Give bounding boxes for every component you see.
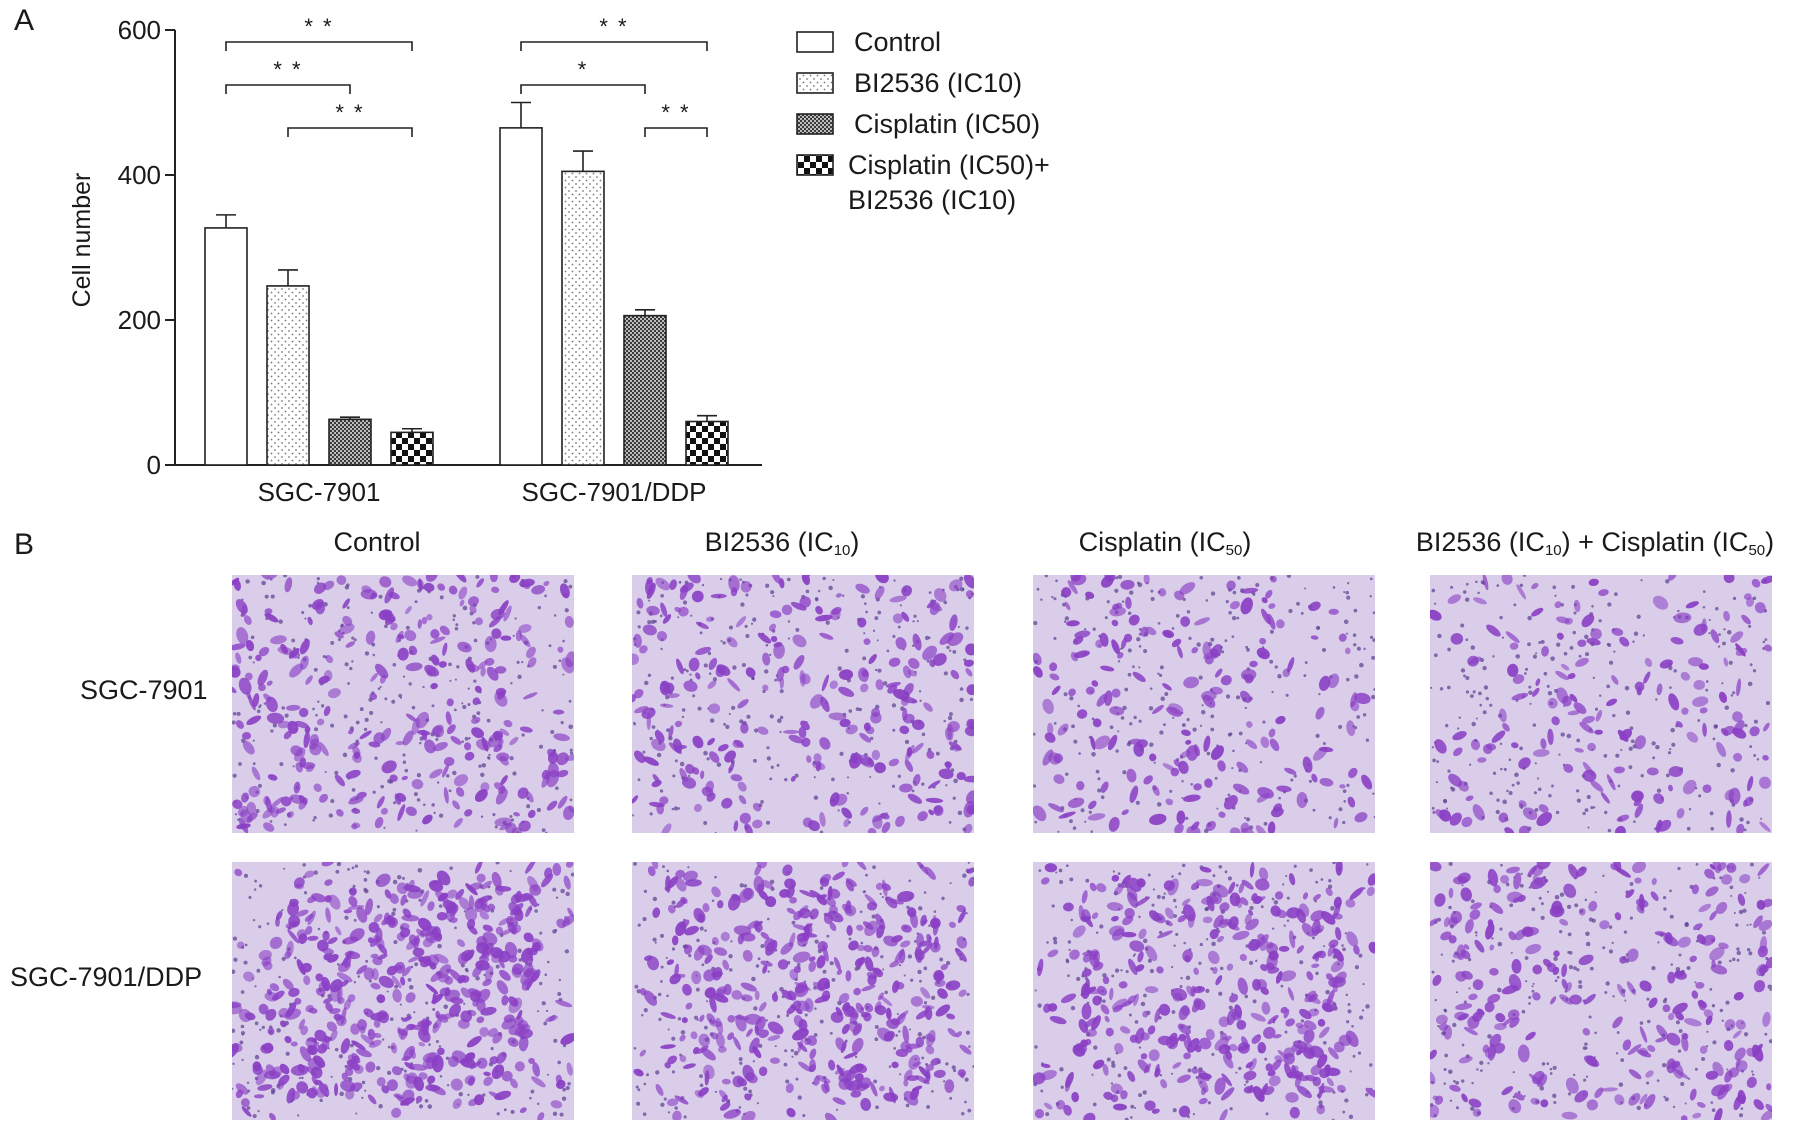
row-label-0: SGC-7901 [80,675,208,705]
y-tick-label: 200 [118,305,161,335]
bar-0-1 [266,285,310,466]
bar-0-2 [328,418,372,466]
column-title-part: 10 [833,542,851,559]
significance-label: * * [335,100,364,125]
legend-swatch-0 [796,31,834,53]
significance-label: * * [599,14,628,39]
legend-entry-2: Cisplatin (IC50) [854,109,1040,139]
micrograph-0-0 [232,575,574,833]
micrograph-image [632,575,974,833]
column-title-part: ) [1765,527,1775,557]
micrograph-image [232,862,574,1120]
category-label: SGC-7901 [258,477,381,507]
legend-entry-3: Cisplatin (IC50)+ BI2536 (IC10) [848,150,1050,215]
significance-bracket [520,84,646,94]
bar-1-1 [561,170,605,466]
micrograph-0-1 [632,575,974,833]
legend-entry-1: BI2536 (IC10) [854,68,1022,98]
legend-swatch-3 [796,154,834,176]
significance-label: * [578,57,589,82]
bar-0-0 [204,227,248,466]
micrograph-0-2 [1033,575,1375,833]
significance-bracket [520,41,708,51]
column-title-part: ) + Cisplatin (IC [1561,527,1749,557]
y-tick-label: 0 [147,450,161,480]
significance-bracket [225,41,413,51]
panel-b-letter: B [14,528,35,561]
panel-a-letter: A [14,4,35,37]
bar-0-3 [390,431,434,466]
y-tick-label: 600 [118,15,161,45]
significance-bracket [287,127,413,137]
y-axis-label: Cell number [68,173,96,308]
column-title-part: 10 [1544,542,1562,559]
significance-bracket [225,84,351,94]
column-title-0: Control [147,527,607,558]
column-title-2: Cisplatin (IC50) [935,527,1395,559]
category-label: SGC-7901/DDP [522,477,707,507]
significance-label: * * [304,14,333,39]
significance-label: * * [661,100,690,125]
column-title-part: Control [333,527,421,557]
micrograph-image [1033,862,1375,1120]
column-title-part: BI2536 (IC [704,527,834,557]
micrograph-image [1033,575,1375,833]
column-title-part: Cisplatin (IC [1078,527,1226,557]
bar-1-3 [685,420,729,466]
micrograph-1-1 [632,862,974,1120]
micrograph-1-0 [232,862,574,1120]
micrograph-image [232,575,574,833]
row-label-1: SGC-7901/DDP [10,962,203,992]
micrograph-image [632,862,974,1120]
column-title-3: BI2536 (IC10) + Cisplatin (IC50) [1365,527,1795,559]
legend-swatch-1 [796,72,834,94]
micrograph-1-2 [1033,862,1375,1120]
micrograph-1-3 [1430,862,1772,1120]
column-title-part: 50 [1748,542,1766,559]
legend-entry-0: Control [854,27,941,57]
bar-1-2 [623,314,667,466]
micrograph-image [1430,575,1772,833]
significance-bracket [644,127,708,137]
column-title-part: ) [850,527,860,557]
column-title-1: BI2536 (IC10) [552,527,1012,559]
micrograph-image [1430,862,1772,1120]
column-title-part: 50 [1225,542,1243,559]
y-tick-label: 400 [118,160,161,190]
bar-chart: Cell number 0 200 400 600 SGC-7901 SGC-7901/D… [68,14,1050,507]
significance-label: * * [273,57,302,82]
column-title-part: ) [1242,527,1252,557]
micrograph-0-3 [1430,575,1772,833]
bar-1-0 [499,127,543,466]
column-title-part: BI2536 (IC [1415,527,1545,557]
legend-swatch-2 [796,113,834,135]
